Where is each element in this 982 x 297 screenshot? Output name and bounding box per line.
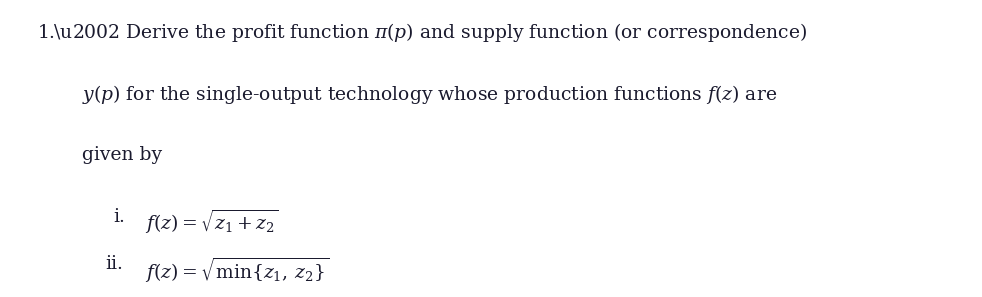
Text: $f(z) = \sqrt{z_1 + z_2}$: $f(z) = \sqrt{z_1 + z_2}$ bbox=[145, 208, 279, 236]
Text: i.: i. bbox=[113, 208, 125, 226]
Text: ii.: ii. bbox=[105, 255, 123, 274]
Text: given by: given by bbox=[82, 146, 162, 164]
Text: $y(p)$ for the single-output technology whose production functions $f(z)$ are: $y(p)$ for the single-output technology … bbox=[82, 83, 777, 106]
Text: $f(z) = \sqrt{\min\{z_1,\, z_2\}}$: $f(z) = \sqrt{\min\{z_1,\, z_2\}}$ bbox=[145, 255, 330, 285]
Text: 1.\u2002 Derive the profit function $\pi(p)$ and supply function (or corresponde: 1.\u2002 Derive the profit function $\pi… bbox=[37, 21, 807, 44]
